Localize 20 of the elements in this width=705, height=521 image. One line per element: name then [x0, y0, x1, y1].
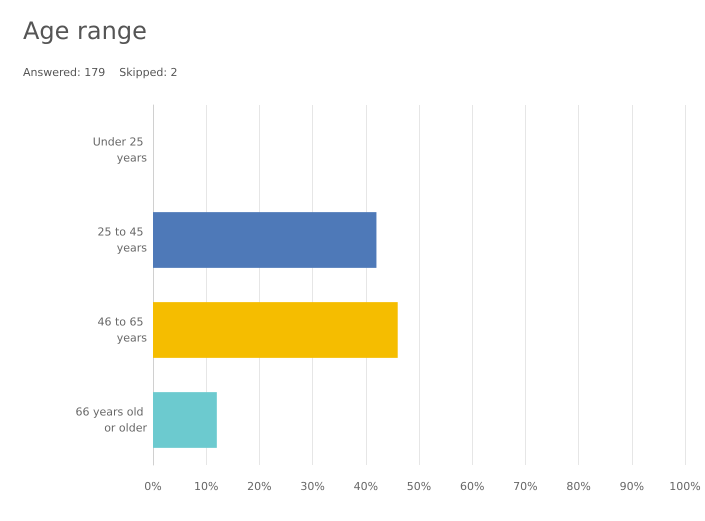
chart-subtitle: Answered: 179 Skipped: 2	[23, 66, 178, 79]
y-tick-label: 66 years old or older	[75, 406, 148, 434]
x-tick-label: 60%	[460, 480, 484, 493]
x-tick-label: 80%	[566, 480, 591, 493]
x-tick-label: 30%	[300, 480, 325, 493]
y-tick-label: 46 to 65 years	[97, 316, 148, 344]
x-tick-label: 100%	[669, 480, 701, 493]
y-tick-label: Under 25 years	[92, 136, 148, 164]
bar	[153, 392, 217, 448]
chart-title: Age range	[23, 17, 147, 45]
y-tick-label: 25 to 45 years	[97, 226, 148, 254]
x-tick-label: 90%	[620, 480, 644, 493]
bar	[153, 212, 376, 268]
x-tick-label: 70%	[513, 480, 538, 493]
bar	[153, 302, 398, 358]
x-tick-label: 0%	[144, 480, 162, 493]
x-tick-label: 20%	[247, 480, 272, 493]
x-tick-label: 50%	[406, 480, 432, 493]
x-tick-label: 10%	[194, 480, 218, 493]
x-tick-label: 40%	[354, 480, 378, 493]
